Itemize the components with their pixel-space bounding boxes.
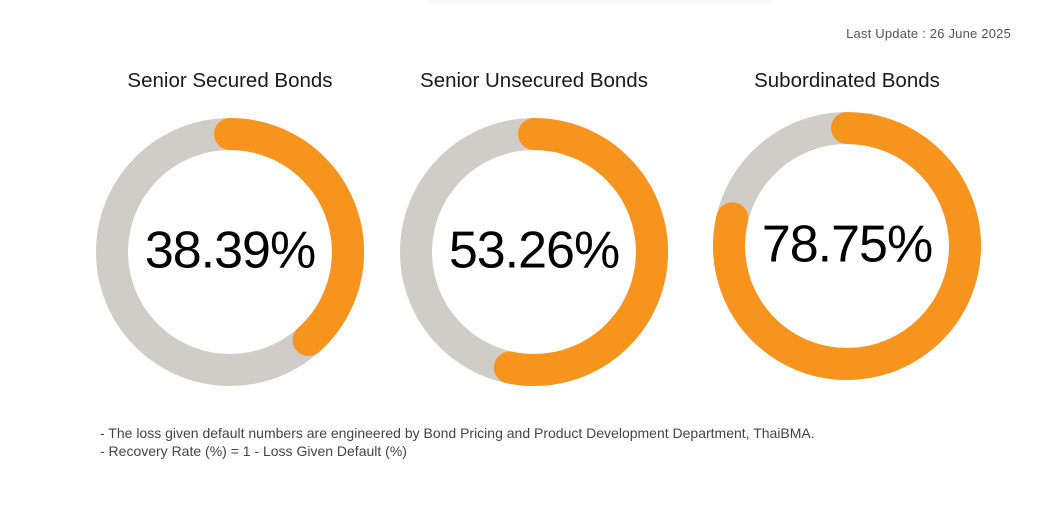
donut-chart: 53.26%	[400, 118, 668, 386]
donut-value-label: 38.39%	[145, 222, 315, 280]
chart-subordinated: Subordinated Bonds 78.75%	[697, 66, 997, 380]
last-update-label: Last Update : 26 June 2025	[846, 26, 1011, 41]
chart-senior-unsecured: Senior Unsecured Bonds 53.26%	[384, 66, 684, 386]
footnotes: - The loss given default numbers are eng…	[100, 424, 815, 460]
footnote-line: - Recovery Rate (%) = 1 - Loss Given Def…	[100, 443, 407, 459]
chart-title: Senior Unsecured Bonds	[420, 69, 648, 92]
donut-value-label: 53.26%	[449, 222, 619, 280]
chart-title: Senior Secured Bonds	[127, 69, 333, 92]
donut-value-label: 78.75%	[762, 216, 932, 274]
donut-chart: 78.75%	[713, 112, 981, 380]
donut-value-arc	[713, 112, 981, 380]
top-tab-shadow	[430, 0, 770, 6]
donut-chart: 38.39%	[96, 118, 364, 386]
chart-senior-secured: Senior Secured Bonds 38.39%	[80, 66, 380, 386]
footnote-line: - The loss given default numbers are eng…	[100, 425, 815, 441]
chart-title: Subordinated Bonds	[754, 69, 940, 92]
donut-value-arc	[400, 118, 668, 386]
donut-value-arc	[96, 118, 364, 386]
